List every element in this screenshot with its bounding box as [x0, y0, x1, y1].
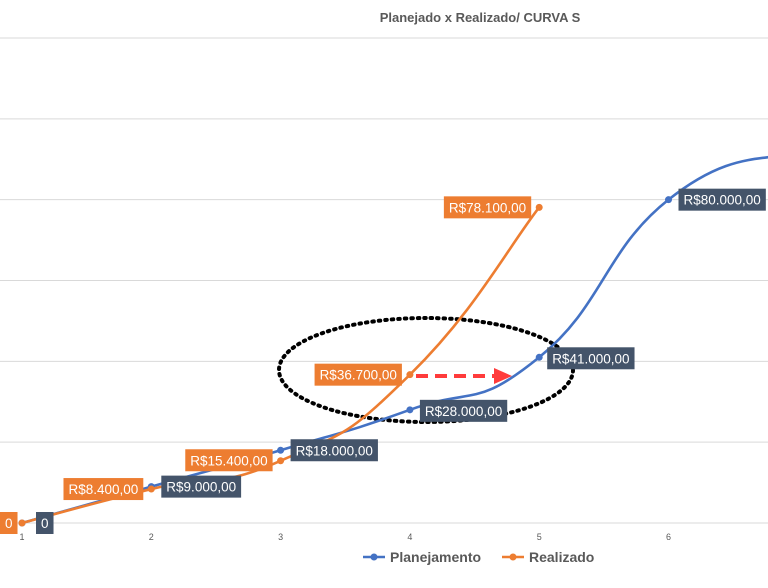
x-tick-label: 2 — [149, 532, 154, 542]
data-label-text: R$28.000,00 — [425, 404, 502, 419]
gap-arrow-head — [494, 368, 512, 384]
data-label: R$36.700,00 — [314, 363, 402, 386]
data-label-box — [161, 475, 242, 498]
data-label-text: R$41.000,00 — [552, 351, 629, 366]
data-point — [535, 203, 543, 211]
data-label-text: R$9.000,00 — [166, 480, 236, 495]
series-line-realizado — [21, 206, 541, 525]
x-tick-label: 3 — [278, 532, 283, 542]
data-label-text: R$15.400,00 — [190, 453, 267, 468]
data-label: R$41.000,00 — [547, 347, 635, 370]
gridlines — [0, 37, 768, 524]
legend-marker — [370, 553, 378, 561]
data-point — [147, 485, 155, 493]
data-label-box — [419, 399, 508, 422]
data-label-text: 0 — [41, 516, 49, 531]
legend-item-planejamento[interactable]: Planejamento — [363, 549, 481, 565]
x-axis-ticks: 1 2 3 4 5 6 — [19, 532, 671, 542]
data-point — [535, 353, 543, 361]
legend-label: Planejamento — [390, 549, 481, 565]
data-point — [277, 457, 285, 465]
data-label-text: R$36.700,00 — [320, 368, 397, 383]
legend-marker — [509, 553, 517, 561]
highlight-ellipse — [277, 316, 575, 424]
data-label-text: R$78.100,00 — [449, 200, 526, 215]
annotations — [277, 316, 575, 424]
x-tick-label: 1 — [19, 532, 24, 542]
data-point — [277, 446, 285, 454]
data-point — [665, 196, 672, 204]
legend[interactable]: Planejamento Realizado — [363, 549, 594, 565]
data-label-text: 0 — [5, 516, 13, 531]
data-label: R$15.400,00 — [185, 449, 273, 472]
data-label-box — [678, 188, 766, 211]
x-tick-label: 5 — [537, 532, 542, 542]
data-point — [406, 371, 414, 379]
x-tick-label: 6 — [666, 532, 671, 542]
data-label-box — [443, 196, 532, 219]
series-lines — [18, 155, 768, 527]
chart-title: Planejado x Realizado/ CURVA S — [380, 10, 581, 25]
data-label-box — [547, 347, 635, 370]
data-label-box — [185, 449, 273, 472]
data-label-box — [314, 363, 402, 386]
data-label: R$28.000,00 — [419, 399, 508, 422]
data-point — [406, 406, 414, 414]
data-label-box — [290, 439, 378, 462]
data-label: R$80.000,00 — [678, 188, 766, 211]
legend-label: Realizado — [529, 549, 594, 565]
data-label-text: R$18.000,00 — [296, 443, 373, 458]
data-label: R$18.000,00 — [290, 439, 378, 462]
data-labels: 0 R$9.000,00 R$18.000,00 R$28.000,00 R$41.00… — [0, 188, 766, 534]
x-tick-label: 4 — [407, 532, 412, 542]
data-label-text: R$80.000,00 — [684, 193, 761, 208]
data-label: 0 — [36, 512, 54, 534]
data-point — [18, 519, 26, 527]
data-label: R$8.400,00 — [63, 478, 144, 501]
legend-item-realizado[interactable]: Realizado — [502, 549, 594, 565]
data-label: R$9.000,00 — [161, 475, 242, 498]
data-label-box — [36, 512, 54, 534]
series-line-planejamento — [21, 155, 768, 525]
data-label-box — [63, 478, 144, 501]
data-label-box — [0, 512, 18, 534]
data-label: R$78.100,00 — [443, 196, 532, 219]
data-label-text: R$8.400,00 — [68, 482, 138, 497]
data-label: 0 — [0, 512, 18, 534]
